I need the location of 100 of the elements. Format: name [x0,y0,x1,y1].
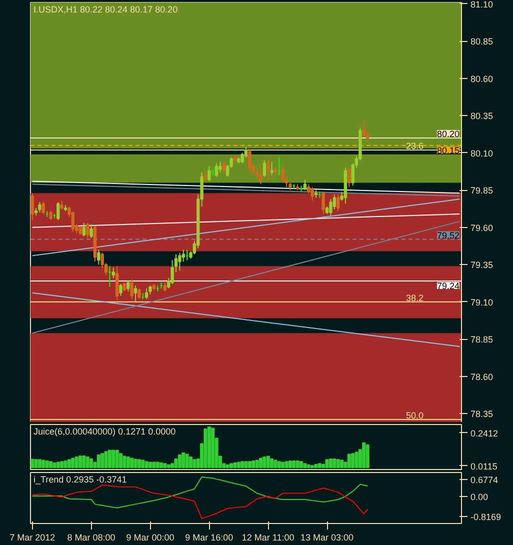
bar [122,456,126,468]
candlestick [119,283,122,296]
y-tick-label: 0.00 [470,492,488,502]
bar [130,458,134,468]
y-tick-label: 78.35 [470,409,494,420]
candlestick [126,280,130,292]
x-tick-label: 9 Mar 00:00 [126,532,174,542]
bar [34,459,38,468]
chart-title: Juice(6,0.00040000) 0.1271 0.0000 [34,426,176,436]
bar [126,456,130,468]
bar [60,461,64,468]
bar [229,463,234,468]
candlestick [214,162,218,178]
candlestick [281,167,284,184]
candlestick [112,267,115,279]
y-tick-label: 0.0115 [470,461,498,472]
annotation: 50.0 [406,410,424,421]
candlestick [86,222,90,238]
y-tick-label: 78.85 [470,334,494,345]
bar [108,450,112,468]
bar [115,450,119,468]
candlestick [303,179,307,191]
x-tick-label: 9 Mar 16:00 [185,532,234,542]
y-tick-label: 79.85 [470,186,494,196]
bar [137,459,141,468]
chart-title: I.USDX,H1 80.22 80.24 80.17 80.20 [34,4,178,14]
bar [270,458,274,468]
bar [266,456,270,468]
bar [182,452,186,468]
candlestick [222,161,226,174]
bar [134,458,138,468]
bar [310,465,314,468]
bar [303,463,307,468]
candlestick [134,284,138,302]
bar [318,463,322,468]
line-series [32,484,368,520]
bar [233,462,237,468]
bar [30,458,34,468]
bar [299,461,304,468]
x-tick-label: 13 Mar 03:00 [300,532,354,542]
bar [192,459,196,468]
bar [332,458,336,468]
bar [248,461,252,468]
bar [314,464,318,468]
chart-title: i_Trend 0.2935 -0.3741 [34,474,127,484]
bar [38,459,42,468]
candlestick [90,224,93,238]
bar [340,460,344,468]
candlestick [329,198,332,216]
bar [163,463,167,468]
ref-line-label: 80.15 [436,145,460,156]
bar [185,454,189,468]
candlestick [30,192,34,220]
bar [226,464,230,468]
bar [336,459,340,468]
y-tick-label: 79.35 [470,260,494,270]
candlestick [348,167,351,188]
bar [244,461,248,468]
candlestick [38,202,42,213]
bar [144,461,148,468]
candlestick [274,166,278,178]
bar [292,460,296,468]
bar [204,428,208,468]
bar [252,460,256,468]
candlestick [56,202,60,220]
bar [71,458,75,468]
candlestick [310,186,314,202]
bar [82,455,86,468]
y-tick-label: 80.35 [470,111,494,122]
candlestick [42,202,45,214]
bar [255,460,259,468]
bar [141,460,145,468]
bar [148,462,152,468]
candlestick [262,160,266,178]
bar [328,458,333,468]
y-tick-label: 0.6774 [470,475,498,486]
bar [96,454,100,468]
bar [48,461,53,468]
bar [288,460,292,468]
y-tick-label: 80.85 [470,36,494,47]
candlestick [259,162,262,185]
candlestick [322,191,325,214]
y-tick-label: 0.2412 [470,428,498,438]
bar [274,460,278,468]
bar [306,464,310,468]
candlestick [97,249,100,266]
bar [178,454,182,468]
bar [159,462,164,468]
candlestick [208,166,211,182]
candlestick [144,288,148,300]
bar [240,461,244,468]
candlestick [218,161,222,173]
bar [56,462,60,468]
candlestick [182,249,185,262]
ref-line-label: 79.24 [436,281,460,292]
candlestick [248,149,252,173]
bar [354,452,358,468]
annotation: 38.2 [406,292,424,303]
y-tick-label: -0.8169 [470,512,502,522]
bar [366,444,370,468]
